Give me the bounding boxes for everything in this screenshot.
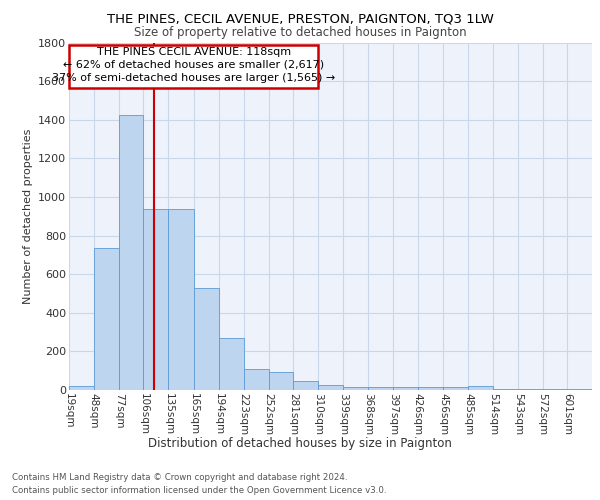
Text: ← 62% of detached houses are smaller (2,617): ← 62% of detached houses are smaller (2,… [63, 60, 324, 70]
Bar [418, 387, 443, 390]
Bar [343, 387, 368, 390]
Bar [493, 389, 518, 390]
FancyBboxPatch shape [69, 46, 318, 88]
Bar [269, 372, 293, 390]
Bar [568, 389, 592, 390]
Text: THE PINES, CECIL AVENUE, PRESTON, PAIGNTON, TQ3 1LW: THE PINES, CECIL AVENUE, PRESTON, PAIGNT… [107, 12, 493, 26]
Bar [194, 288, 219, 390]
Text: THE PINES CECIL AVENUE: 118sqm: THE PINES CECIL AVENUE: 118sqm [97, 47, 290, 57]
Bar [244, 369, 269, 390]
Bar [542, 389, 568, 390]
Bar [518, 389, 542, 390]
Bar [392, 387, 418, 390]
Bar [119, 115, 143, 390]
Text: Contains public sector information licensed under the Open Government Licence v3: Contains public sector information licen… [12, 486, 386, 495]
Text: Size of property relative to detached houses in Paignton: Size of property relative to detached ho… [134, 26, 466, 39]
Bar [468, 386, 493, 390]
Text: Contains HM Land Registry data © Crown copyright and database right 2024.: Contains HM Land Registry data © Crown c… [12, 472, 347, 482]
Y-axis label: Number of detached properties: Number of detached properties [23, 128, 32, 304]
Bar [143, 210, 169, 390]
Bar [94, 248, 119, 390]
Bar [169, 210, 194, 390]
Bar [219, 338, 244, 390]
Bar [69, 386, 94, 390]
Bar [318, 385, 343, 390]
Bar [368, 387, 392, 390]
Bar [293, 382, 318, 390]
Bar [443, 388, 468, 390]
Text: Distribution of detached houses by size in Paignton: Distribution of detached houses by size … [148, 438, 452, 450]
Text: 37% of semi-detached houses are larger (1,565) →: 37% of semi-detached houses are larger (… [52, 72, 335, 83]
